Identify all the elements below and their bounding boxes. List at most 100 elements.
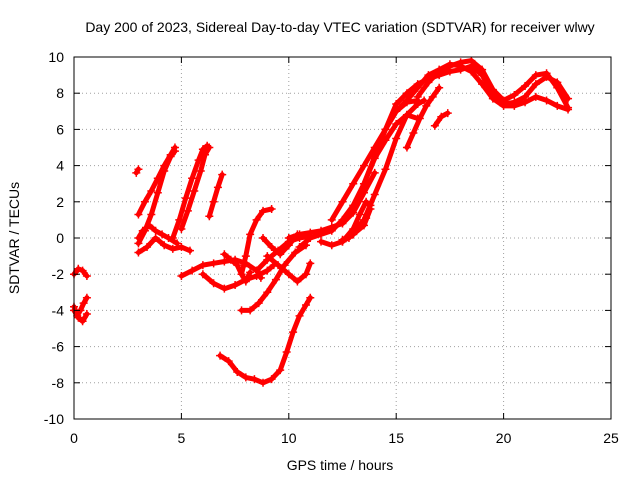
data-point-marker — [170, 147, 179, 156]
data-point-marker — [241, 252, 250, 261]
data-point-marker — [271, 275, 280, 284]
data-point-marker — [284, 270, 293, 279]
data-point-marker — [359, 161, 368, 170]
data-point-marker — [381, 165, 390, 174]
y-tick-label: 0 — [56, 230, 64, 246]
data-point-marker — [160, 167, 169, 176]
y-tick-label: -6 — [52, 339, 65, 355]
data-point-marker — [467, 67, 476, 76]
data-point-marker — [366, 201, 375, 210]
data-point-marker — [263, 266, 272, 275]
data-point-marker — [196, 167, 205, 176]
data-point-marker — [263, 288, 272, 297]
data-point-marker — [435, 67, 444, 76]
data-point-marker — [233, 367, 242, 376]
data-point-marker — [82, 272, 91, 281]
data-point-marker — [295, 230, 304, 239]
data-point-marker — [224, 357, 233, 366]
data-point-marker — [259, 206, 268, 215]
data-point-marker — [564, 103, 573, 112]
data-point-marker — [205, 212, 214, 221]
data-point-marker — [276, 366, 285, 375]
series-s8 — [205, 170, 227, 221]
data-point-marker — [209, 197, 218, 206]
series-s24 — [392, 60, 573, 116]
data-point-marker — [145, 221, 154, 230]
series-line — [200, 262, 277, 292]
data-point-marker — [134, 165, 143, 174]
data-point-marker — [147, 186, 156, 195]
y-tick-label: 10 — [48, 49, 64, 65]
data-point-marker — [289, 328, 298, 337]
data-point-marker — [301, 270, 310, 279]
series-s23 — [359, 62, 573, 188]
series-s1 — [132, 165, 143, 177]
data-point-marker — [344, 234, 353, 242]
series-early-c — [70, 302, 91, 326]
data-point-marker — [198, 270, 207, 279]
data-point-marker — [134, 234, 143, 242]
data-point-marker — [531, 71, 540, 80]
data-point-marker — [231, 281, 240, 290]
data-point-marker — [205, 143, 214, 152]
data-point-marker — [237, 306, 246, 315]
data-point-marker — [445, 62, 454, 71]
data-point-marker — [177, 243, 186, 252]
series-s27 — [430, 109, 452, 130]
data-point-marker — [428, 92, 437, 101]
data-point-marker — [338, 215, 347, 224]
data-point-marker — [82, 293, 91, 302]
data-point-marker — [295, 243, 304, 252]
data-point-marker — [216, 351, 225, 360]
data-point-marker — [456, 58, 465, 67]
data-point-marker — [392, 100, 401, 109]
data-point-marker — [209, 279, 218, 288]
data-point-marker — [301, 300, 310, 309]
data-point-marker — [134, 248, 143, 257]
data-point-marker — [370, 190, 379, 199]
data-point-marker — [254, 299, 263, 308]
data-point-marker — [437, 112, 446, 121]
data-point-marker — [435, 83, 444, 92]
data-point-marker — [78, 266, 87, 275]
data-point-marker — [381, 125, 390, 134]
data-point-marker — [246, 268, 255, 277]
data-point-marker — [413, 83, 422, 92]
y-tick-label: -10 — [44, 411, 64, 427]
data-point-marker — [241, 373, 250, 382]
data-point-marker — [415, 114, 424, 123]
x-tick-label: 5 — [178, 430, 186, 446]
data-point-marker — [392, 134, 401, 143]
data-point-marker — [263, 252, 272, 261]
data-point-marker — [392, 119, 401, 128]
data-point-marker — [284, 241, 293, 250]
data-point-marker — [160, 241, 169, 250]
data-point-marker — [424, 71, 433, 80]
data-point-marker — [402, 96, 411, 105]
data-point-marker — [267, 205, 276, 214]
series-s29 — [344, 214, 371, 242]
data-point-marker — [553, 101, 562, 110]
data-point-marker — [542, 69, 551, 78]
data-point-marker — [168, 244, 177, 253]
y-tick-label: -4 — [52, 302, 65, 318]
data-point-marker — [134, 210, 143, 219]
data-point-marker — [233, 261, 242, 270]
data-point-marker — [74, 264, 83, 273]
data-point-marker — [166, 152, 175, 161]
series-s26 — [413, 56, 573, 112]
data-point-marker — [413, 92, 422, 101]
data-point-marker — [183, 206, 192, 215]
chart-title: Day 200 of 2023, Sidereal Day-to-day VTE… — [85, 19, 594, 35]
data-point-marker — [317, 230, 326, 239]
series-line — [239, 242, 309, 313]
data-point-marker — [209, 259, 218, 268]
series-line — [404, 85, 442, 150]
data-point-marker — [478, 65, 487, 74]
data-point-marker — [143, 243, 152, 252]
data-point-marker — [359, 179, 368, 188]
data-point-marker — [250, 375, 259, 384]
data-point-marker — [259, 234, 268, 242]
data-point-marker — [510, 91, 519, 100]
